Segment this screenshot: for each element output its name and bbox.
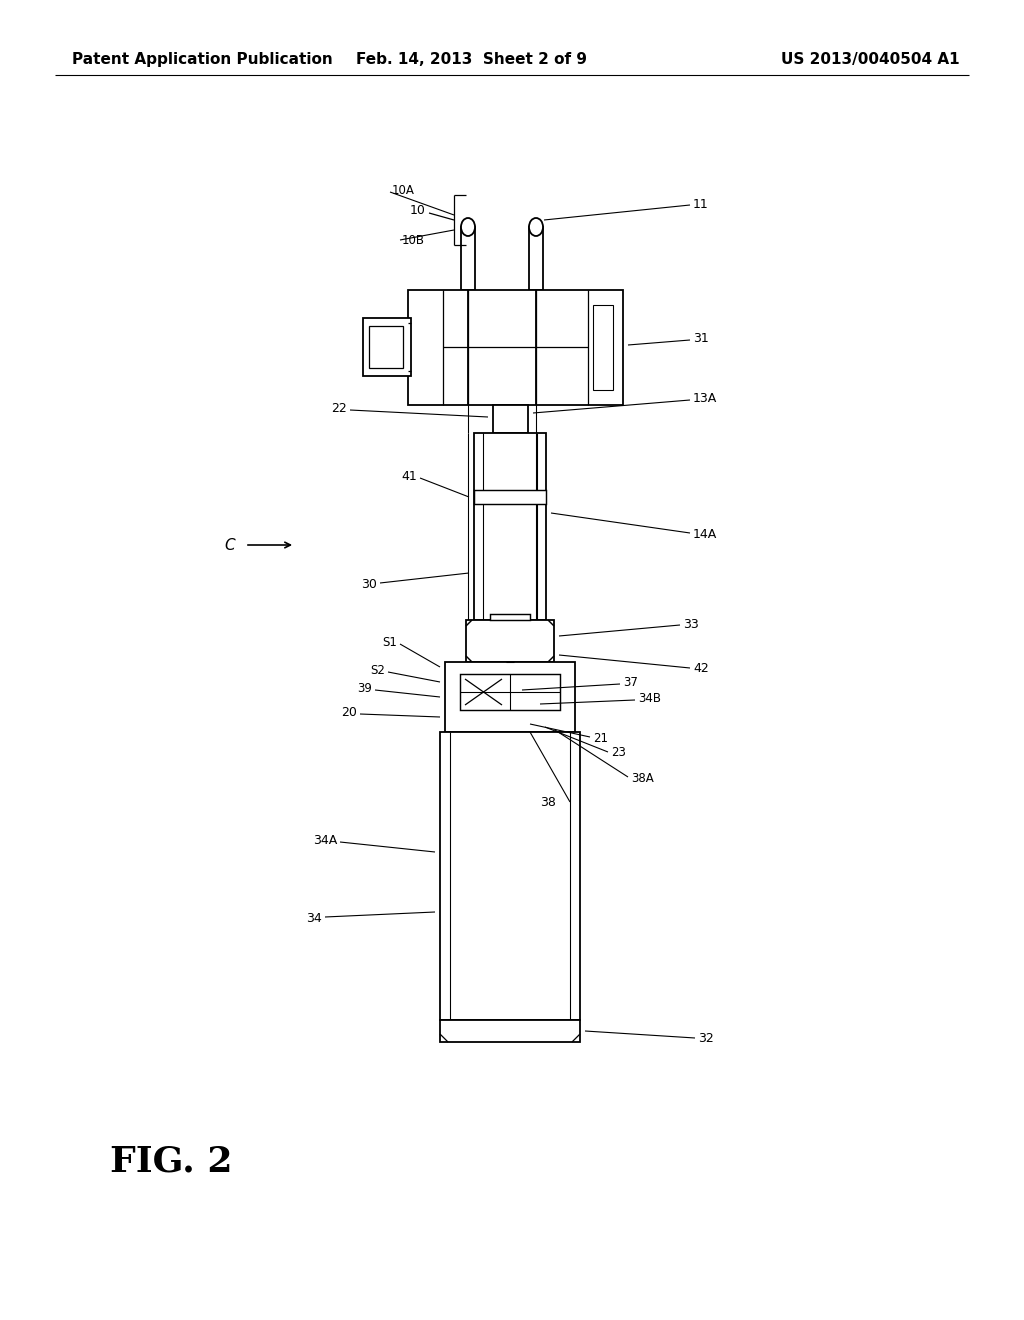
Bar <box>460 675 560 710</box>
Text: Feb. 14, 2013  Sheet 2 of 9: Feb. 14, 2013 Sheet 2 of 9 <box>356 51 588 67</box>
Text: S1: S1 <box>382 636 397 649</box>
Text: 10: 10 <box>411 205 426 218</box>
Text: Patent Application Publication: Patent Application Publication <box>72 51 333 67</box>
Bar <box>529 227 543 290</box>
Text: 13A: 13A <box>693 392 717 405</box>
Text: 11: 11 <box>693 198 709 210</box>
Bar <box>445 663 575 733</box>
Bar <box>461 227 475 290</box>
Text: 14A: 14A <box>693 528 717 540</box>
Text: 21: 21 <box>593 731 608 744</box>
Text: US 2013/0040504 A1: US 2013/0040504 A1 <box>781 51 961 67</box>
Bar <box>408 290 623 405</box>
Text: 32: 32 <box>698 1032 714 1045</box>
Bar <box>474 490 546 504</box>
Text: 42: 42 <box>693 663 709 676</box>
Bar <box>593 305 613 389</box>
Ellipse shape <box>461 218 475 236</box>
Text: C: C <box>224 537 234 553</box>
Text: 10A: 10A <box>392 185 415 198</box>
Text: 20: 20 <box>341 706 357 719</box>
Bar <box>362 318 411 376</box>
Bar <box>369 326 403 368</box>
Text: FIG. 2: FIG. 2 <box>110 1144 232 1179</box>
Text: 33: 33 <box>683 618 698 631</box>
Text: 23: 23 <box>611 747 626 759</box>
Ellipse shape <box>529 218 543 236</box>
Bar <box>466 620 554 663</box>
Text: 34A: 34A <box>312 834 337 847</box>
Text: 22: 22 <box>331 403 347 416</box>
Text: 34B: 34B <box>638 693 662 705</box>
Text: 37: 37 <box>623 676 638 689</box>
Text: 41: 41 <box>401 470 417 483</box>
Bar <box>440 1020 580 1041</box>
Bar <box>440 733 580 1020</box>
Text: 10B: 10B <box>402 234 425 247</box>
Text: 31: 31 <box>693 333 709 346</box>
Text: 34: 34 <box>306 912 322 924</box>
Text: 38A: 38A <box>631 771 653 784</box>
Text: 39: 39 <box>357 682 372 696</box>
Text: 38: 38 <box>540 796 556 809</box>
Bar <box>474 433 546 620</box>
Bar <box>493 405 528 433</box>
Bar <box>490 614 530 620</box>
Text: S2: S2 <box>370 664 385 677</box>
Text: 30: 30 <box>361 578 377 590</box>
